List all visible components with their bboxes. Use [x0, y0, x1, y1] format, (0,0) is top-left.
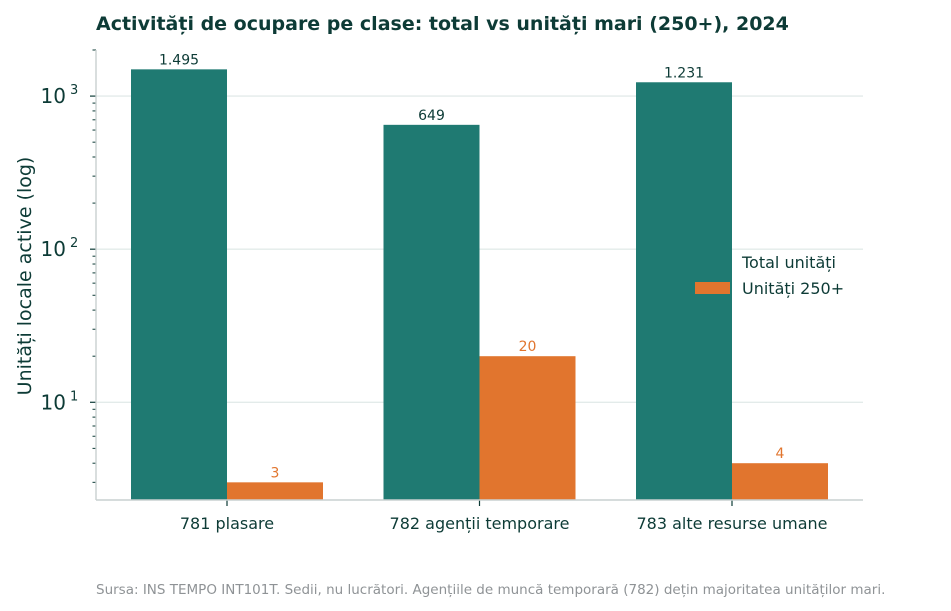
data-label-total: 1.231 — [664, 65, 704, 81]
y-tick-label: 10 3 — [41, 83, 79, 108]
footnote: Sursa: INS TEMPO INT101T. Sedii, nu lucr… — [96, 582, 885, 598]
y-tick-label: 10 2 — [41, 236, 79, 261]
bar-large — [227, 482, 323, 500]
data-label-large: 4 — [776, 446, 785, 462]
legend-swatch-total — [695, 256, 730, 268]
x-tick-label: 781 plasare — [180, 514, 274, 533]
legend: Total unități Unități 250+ — [695, 253, 844, 298]
bar-total — [131, 69, 227, 500]
data-label-total: 649 — [418, 108, 445, 124]
data-label-total: 1.495 — [159, 52, 199, 68]
y-tick-label: 10 1 — [41, 389, 79, 414]
y-axis-label: Unități locale active (log) — [14, 157, 36, 396]
y-tick-exponent: 3 — [70, 83, 78, 98]
legend-swatch-large — [695, 282, 730, 294]
bars — [131, 69, 828, 500]
data-label-large: 20 — [519, 339, 537, 355]
x-tick-label: 783 alte resurse umane — [637, 514, 828, 533]
legend-label-large: Unități 250+ — [742, 279, 844, 298]
x-tick-label: 782 agenții temporare — [390, 514, 570, 533]
y-tick-exponent: 1 — [70, 389, 78, 404]
bar-large — [479, 356, 576, 500]
bar-total — [383, 124, 480, 500]
data-label-large: 3 — [271, 465, 280, 481]
y-tick-exponent: 2 — [70, 236, 78, 251]
legend-label-total: Total unități — [741, 253, 836, 272]
bar-large — [732, 463, 828, 500]
chart-title: Activități de ocupare pe clase: total vs… — [96, 13, 789, 35]
x-axis-ticks: 781 plasare 782 agenții temporare 783 alte… — [180, 500, 828, 533]
data-labels: 1.495 3 649 20 1.231 4 — [159, 52, 785, 481]
